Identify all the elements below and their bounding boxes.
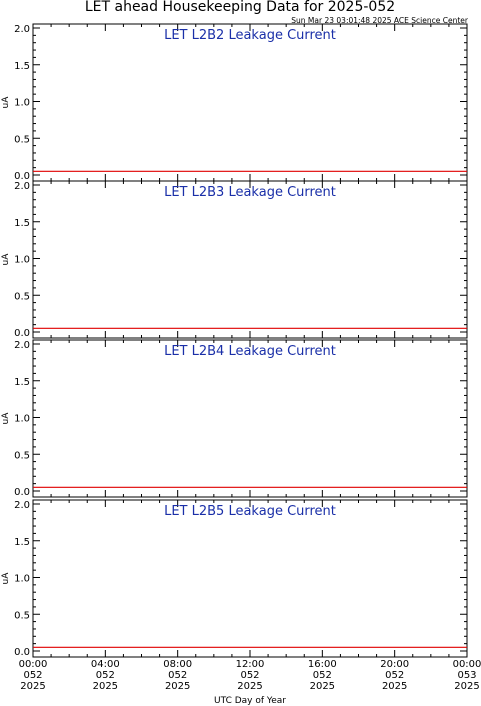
y-tick-label: 0.5 xyxy=(14,610,30,621)
timestamp: Sun Mar 23 03:01:48 2025 ACE Science Cen… xyxy=(291,16,469,25)
panel-title: LET L2B5 Leakage Current xyxy=(164,504,336,519)
y-tick-label: 0.0 xyxy=(14,171,30,182)
y-tick-label: 1.5 xyxy=(14,377,30,388)
x-tick-label-line: 052 xyxy=(313,670,332,681)
panel-title: LET L2B3 Leakage Current xyxy=(164,185,336,200)
x-tick-label-line: 00:00 xyxy=(19,659,48,670)
plot-frame xyxy=(32,499,468,658)
y-tick-label: 0.0 xyxy=(14,647,30,658)
y-tick-label: 2.0 xyxy=(14,24,30,35)
x-tick-label-line: 12:00 xyxy=(236,659,265,670)
x-tick-label-line: 2025 xyxy=(20,681,45,692)
panel-2: 0.0 0.5 1.0 1.5 2.0 uA LET L2B3 Leakage Curren… xyxy=(1,180,468,339)
x-tick-label-line: 16:00 xyxy=(308,659,337,670)
figure-title: LET ahead Housekeeping Data for 2025-052 xyxy=(85,0,395,15)
y-tick-label: 1.0 xyxy=(14,414,30,425)
x-tick-label-line: 052 xyxy=(385,670,404,681)
panel-4: 0.0 0.5 1.0 1.5 2.0 uA LET L2B5 Leakage Curren… xyxy=(1,499,468,658)
x-tick-label-line: 052 xyxy=(96,670,115,681)
y-tick-label: 2.0 xyxy=(14,500,30,511)
plot-frame xyxy=(32,23,468,182)
x-tick-label-line: 00:00 xyxy=(453,659,481,670)
panel-title: LET L2B2 Leakage Current xyxy=(164,28,336,43)
y-axis-label: uA xyxy=(1,96,11,109)
y-tick-label: 1.5 xyxy=(14,61,30,72)
x-axis-label: UTC Day of Year xyxy=(214,696,286,706)
y-tick-label: 2.0 xyxy=(14,181,30,192)
panel-1: 0.0 0.5 1.0 1.5 2.0 uA LET L2B2 Leakage Curren… xyxy=(1,23,468,182)
x-tick-label-line: 2025 xyxy=(237,681,262,692)
x-tick-label-line: 2025 xyxy=(165,681,190,692)
y-tick-label: 1.5 xyxy=(14,218,30,229)
y-tick-label: 0.5 xyxy=(14,134,30,145)
x-tick-label-line: 08:00 xyxy=(163,659,192,670)
plot-frame xyxy=(32,339,468,498)
y-tick-label: 1.0 xyxy=(14,574,30,585)
y-axis-label: uA xyxy=(1,572,11,585)
x-tick-label-line: 2025 xyxy=(382,681,407,692)
x-tick-label-line: 052 xyxy=(240,670,259,681)
y-axis-label: uA xyxy=(1,253,11,266)
x-tick-label-line: 2025 xyxy=(93,681,118,692)
y-tick-label: 1.0 xyxy=(14,255,30,266)
panel-3: 0.0 0.5 1.0 1.5 2.0 uA LET L2B4 Leakage Curren… xyxy=(1,339,468,498)
x-tick-label-line: 2025 xyxy=(454,681,479,692)
y-tick-label: 1.0 xyxy=(14,98,30,109)
y-tick-label: 2.0 xyxy=(14,340,30,351)
x-tick-label-line: 20:00 xyxy=(380,659,409,670)
x-tick-label-line: 2025 xyxy=(310,681,335,692)
y-tick-label: 0.5 xyxy=(14,291,30,302)
y-tick-label: 1.5 xyxy=(14,537,30,548)
x-tick-label-line: 053 xyxy=(457,670,476,681)
x-tick-label-line: 04:00 xyxy=(91,659,120,670)
y-tick-label: 0.0 xyxy=(14,487,30,498)
x-axis-labels: 00:00052202504:00052202508:00052202512:0… xyxy=(19,659,481,692)
y-tick-label: 0.5 xyxy=(14,450,30,461)
plot-frame xyxy=(32,180,468,339)
x-tick-label-line: 052 xyxy=(168,670,187,681)
y-axis-label: uA xyxy=(1,412,11,425)
panel-title: LET L2B4 Leakage Current xyxy=(164,344,336,359)
x-tick-label-line: 052 xyxy=(23,670,42,681)
panels: 0.0 0.5 1.0 1.5 2.0 uA LET L2B2 Leakage Curren… xyxy=(1,23,468,658)
y-tick-label: 0.0 xyxy=(14,328,30,339)
